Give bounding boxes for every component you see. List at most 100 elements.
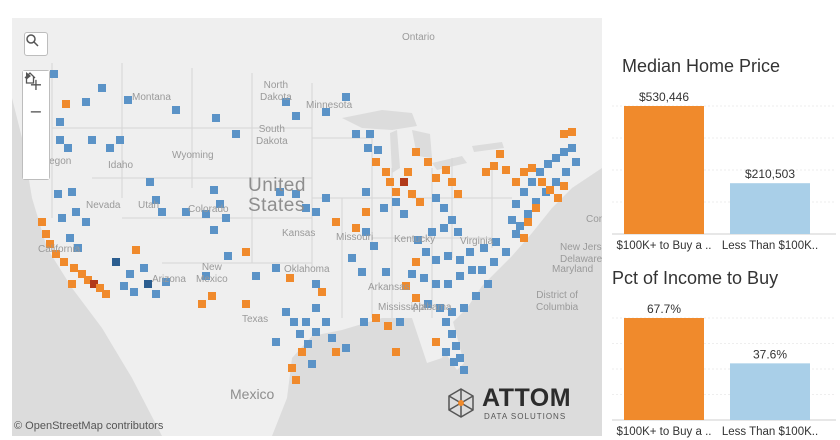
county-marker[interactable] — [88, 136, 96, 144]
county-marker[interactable] — [448, 308, 456, 316]
county-marker[interactable] — [292, 112, 300, 120]
county-marker[interactable] — [392, 198, 400, 206]
county-marker[interactable] — [568, 128, 576, 136]
county-marker[interactable] — [198, 300, 206, 308]
county-marker[interactable] — [112, 258, 120, 266]
county-marker[interactable] — [442, 318, 450, 326]
county-marker[interactable] — [552, 178, 560, 186]
county-marker[interactable] — [360, 318, 368, 326]
county-marker[interactable] — [444, 252, 452, 260]
county-marker[interactable] — [210, 186, 218, 194]
county-marker[interactable] — [412, 148, 420, 156]
county-marker[interactable] — [162, 278, 170, 286]
county-marker[interactable] — [448, 216, 456, 224]
county-marker[interactable] — [82, 98, 90, 106]
county-marker[interactable] — [460, 366, 468, 374]
county-marker[interactable] — [552, 154, 560, 162]
county-marker[interactable] — [516, 222, 524, 230]
county-marker[interactable] — [358, 268, 366, 276]
county-marker[interactable] — [400, 210, 408, 218]
county-marker[interactable] — [452, 342, 460, 350]
county-marker[interactable] — [132, 246, 140, 254]
county-marker[interactable] — [60, 258, 68, 266]
county-marker[interactable] — [382, 168, 390, 176]
county-marker[interactable] — [560, 182, 568, 190]
county-marker[interactable] — [54, 190, 62, 198]
county-marker[interactable] — [408, 270, 416, 278]
county-marker[interactable] — [572, 158, 580, 166]
county-marker[interactable] — [342, 93, 350, 101]
county-marker[interactable] — [454, 228, 462, 236]
county-marker[interactable] — [126, 270, 134, 278]
county-marker[interactable] — [56, 118, 64, 126]
county-marker[interactable] — [210, 226, 218, 234]
county-marker[interactable] — [466, 248, 474, 256]
play-button[interactable] — [23, 72, 49, 179]
county-marker[interactable] — [172, 106, 180, 114]
county-marker[interactable] — [386, 178, 394, 186]
county-marker[interactable] — [456, 354, 464, 362]
map-canvas[interactable] — [12, 18, 602, 436]
county-marker[interactable] — [72, 208, 80, 216]
county-marker[interactable] — [490, 162, 498, 170]
county-marker[interactable] — [524, 210, 532, 218]
county-marker[interactable] — [432, 280, 440, 288]
county-marker[interactable] — [562, 168, 570, 176]
county-marker[interactable] — [372, 314, 380, 322]
county-marker[interactable] — [298, 348, 306, 356]
county-marker[interactable] — [478, 266, 486, 274]
county-marker[interactable] — [536, 168, 544, 176]
county-marker[interactable] — [222, 214, 230, 222]
county-marker[interactable] — [420, 274, 428, 282]
county-marker[interactable] — [152, 196, 160, 204]
county-marker[interactable] — [424, 158, 432, 166]
county-marker[interactable] — [362, 188, 370, 196]
county-marker[interactable] — [146, 178, 154, 186]
county-marker[interactable] — [444, 280, 452, 288]
county-marker[interactable] — [544, 160, 552, 168]
county-marker[interactable] — [520, 168, 528, 176]
county-marker[interactable] — [480, 244, 488, 252]
county-marker[interactable] — [416, 198, 424, 206]
county-marker[interactable] — [42, 230, 50, 238]
county-marker[interactable] — [460, 304, 468, 312]
county-marker[interactable] — [412, 294, 420, 302]
county-marker[interactable] — [272, 264, 280, 272]
county-marker[interactable] — [74, 244, 82, 252]
county-marker[interactable] — [52, 250, 60, 258]
county-marker[interactable] — [422, 248, 430, 256]
county-marker[interactable] — [216, 200, 224, 208]
county-marker[interactable] — [362, 208, 370, 216]
county-marker[interactable] — [482, 168, 490, 176]
county-marker[interactable] — [68, 188, 76, 196]
home-button[interactable] — [23, 72, 49, 152]
county-marker[interactable] — [454, 190, 462, 198]
county-marker[interactable] — [554, 194, 562, 202]
county-marker[interactable] — [546, 186, 554, 194]
county-marker[interactable] — [532, 204, 540, 212]
county-marker[interactable] — [392, 188, 400, 196]
county-marker[interactable] — [242, 300, 250, 308]
county-marker[interactable] — [528, 164, 536, 172]
county-marker[interactable] — [78, 270, 86, 278]
county-marker[interactable] — [560, 130, 568, 138]
county-marker[interactable] — [84, 276, 92, 284]
county-marker[interactable] — [282, 308, 290, 316]
county-marker[interactable] — [102, 290, 110, 298]
bar[interactable] — [730, 183, 810, 234]
county-marker[interactable] — [440, 204, 448, 212]
county-marker[interactable] — [46, 240, 54, 248]
map-attribution[interactable]: © OpenStreetMap contributors — [14, 420, 164, 432]
county-marker[interactable] — [348, 254, 356, 262]
county-marker[interactable] — [490, 258, 498, 266]
county-marker[interactable] — [312, 304, 320, 312]
county-marker[interactable] — [308, 360, 316, 368]
county-marker[interactable] — [528, 178, 536, 186]
county-marker[interactable] — [408, 190, 416, 198]
county-marker[interactable] — [392, 348, 400, 356]
county-marker[interactable] — [496, 150, 504, 158]
county-marker[interactable] — [380, 204, 388, 212]
county-marker[interactable] — [144, 280, 152, 288]
county-marker[interactable] — [116, 136, 124, 144]
county-marker[interactable] — [252, 272, 260, 280]
